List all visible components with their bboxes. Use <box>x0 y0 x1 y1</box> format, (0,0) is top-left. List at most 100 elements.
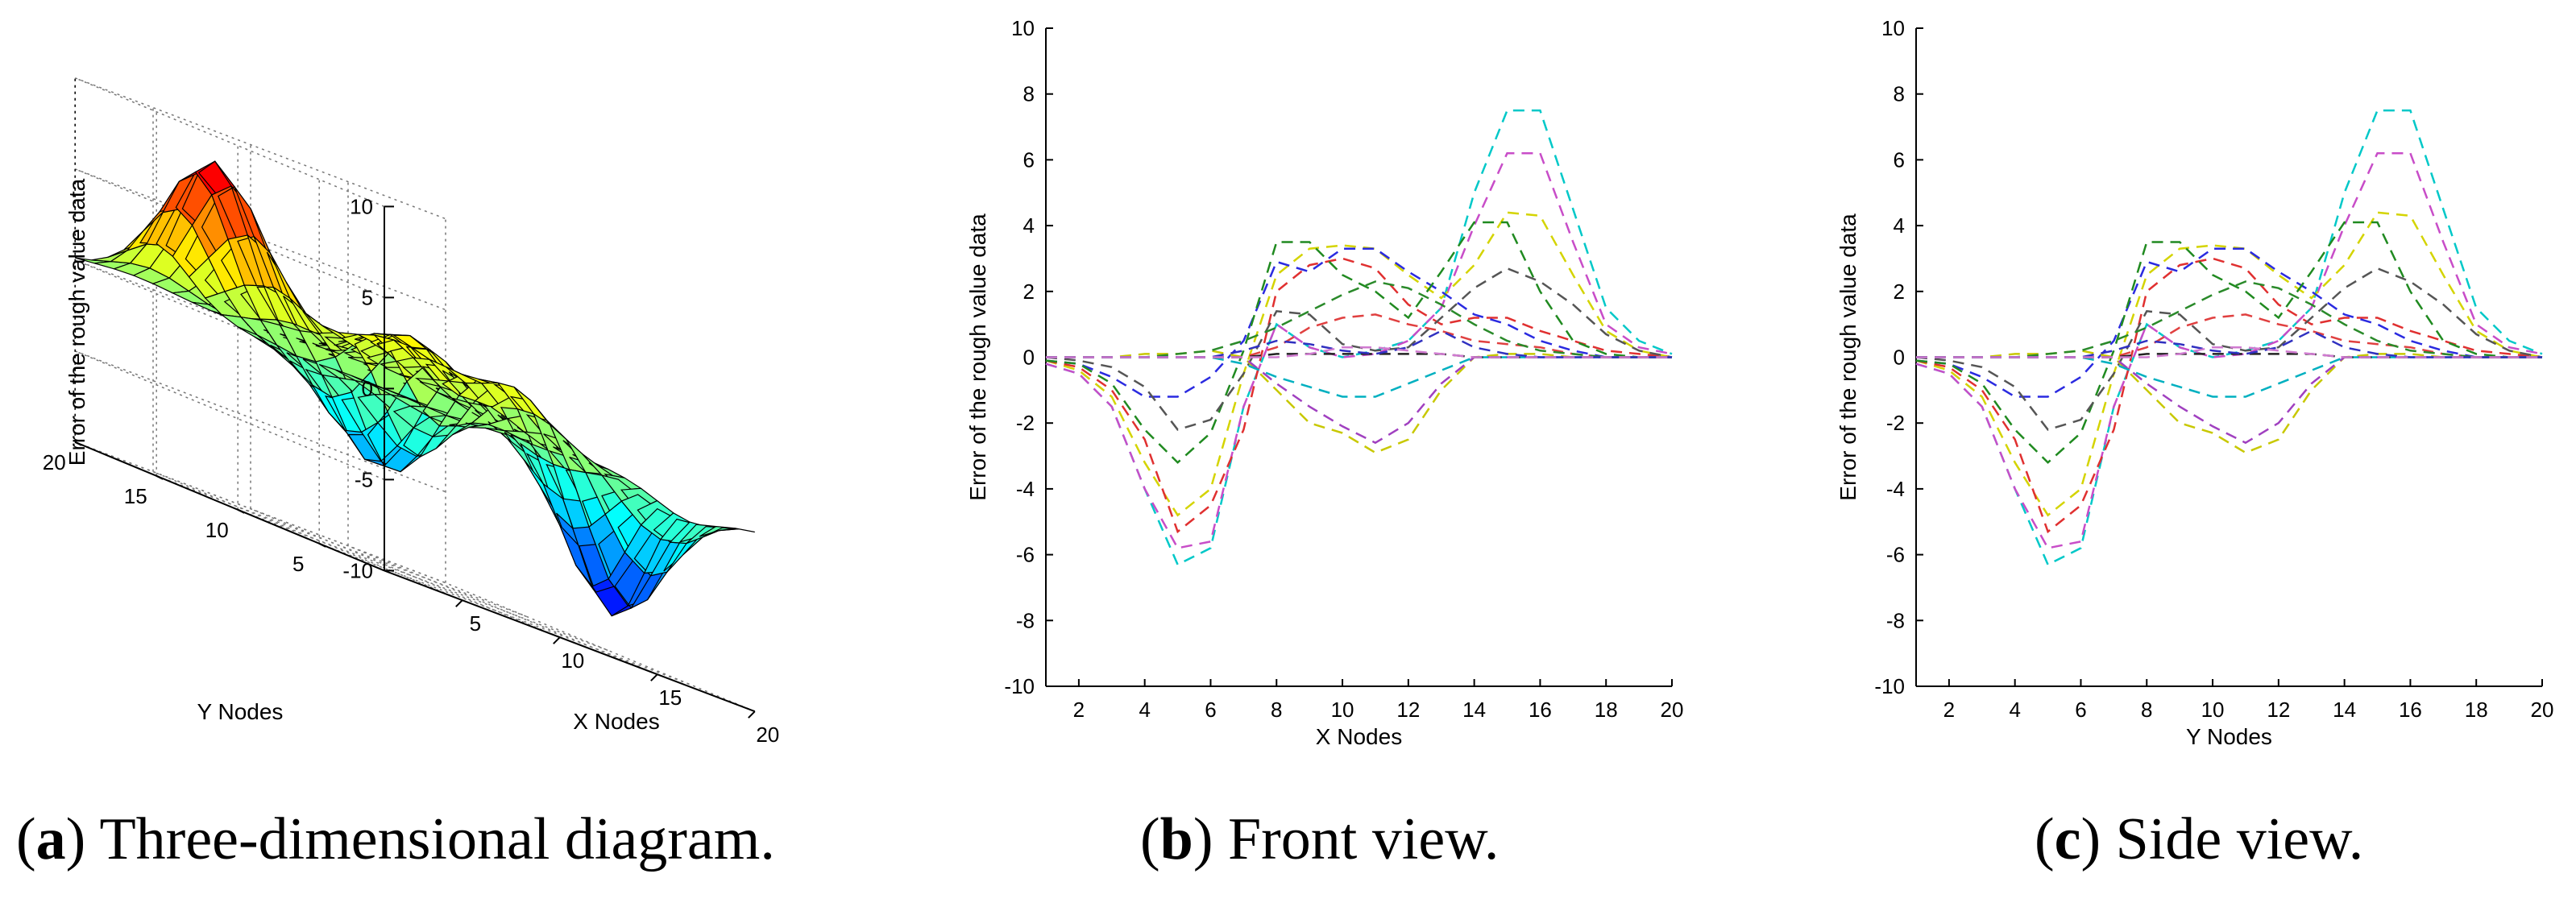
y-tick-label: 15 <box>124 484 147 508</box>
caption-b-letter: b <box>1159 806 1193 872</box>
y-tick-label: 5 <box>292 552 304 576</box>
x-tick-label: 8 <box>1271 698 1282 722</box>
x-tick-label: 16 <box>1529 698 1552 722</box>
x-tick-label: 4 <box>2009 698 2020 722</box>
x-tick-label: 20 <box>756 723 779 747</box>
series-line-6 <box>1045 221 1672 464</box>
y-tick-label: -6 <box>1886 543 1905 567</box>
x-tick-label: 16 <box>2399 698 2422 722</box>
caption-a-text: Three-dimensional diagram. <box>85 806 775 872</box>
z-tick-label: -10 <box>342 558 373 582</box>
series-line-11 <box>1046 313 1672 358</box>
series-line-9 <box>1046 356 1672 445</box>
x-tick-label: 12 <box>1396 698 1420 722</box>
grid-line <box>74 168 385 299</box>
series-line-3 <box>1045 211 1673 517</box>
x-tick-label: 4 <box>1139 698 1150 722</box>
y-tick-mark <box>156 474 164 480</box>
y-tick-label: -4 <box>1886 477 1905 501</box>
y-tick-label: -10 <box>1004 674 1035 698</box>
x-tick-mark <box>650 673 658 681</box>
y-tick-label: 4 <box>1894 213 1905 238</box>
series-line-10 <box>1046 356 1672 398</box>
y-tick-label: 0 <box>1894 346 1905 370</box>
x-axis-line <box>384 569 756 713</box>
series-line-1 <box>1915 109 2543 566</box>
caption-c-letter: c <box>2054 806 2081 872</box>
grid-line <box>318 543 691 685</box>
z-tick-label: -5 <box>355 467 373 491</box>
x-axis-label: Y Nodes <box>2186 724 2272 749</box>
y-tick-label: 10 <box>1011 16 1035 40</box>
series-line-14 <box>1916 329 2542 358</box>
series-line-9 <box>1916 356 2542 445</box>
x-tick-label: 10 <box>2201 698 2225 722</box>
caption-c-text: Side view. <box>2101 806 2364 872</box>
y-tick-label: -2 <box>1886 411 1905 435</box>
y-tick-label: 20 <box>43 450 66 474</box>
series-line-8 <box>1916 350 2542 454</box>
series-line-4 <box>1915 257 2543 534</box>
z-tick-label: 5 <box>362 285 373 309</box>
y-axis-label: Error of the rough value data <box>965 213 990 501</box>
series-line-15 <box>1916 346 2542 358</box>
series-line-2 <box>1045 151 1673 549</box>
grid-line <box>156 475 528 618</box>
y-tick-label: -4 <box>1016 477 1035 501</box>
z-tick-label: 10 <box>350 194 373 218</box>
series-line-6 <box>1915 221 2542 464</box>
x-tick-label: 14 <box>1462 698 1486 722</box>
series-line-7 <box>1045 267 1673 431</box>
x-tick-label: 12 <box>2267 698 2290 722</box>
y-tick-mark <box>237 508 245 514</box>
x-tick-label: 15 <box>658 685 682 710</box>
series-line-15 <box>1046 346 1672 358</box>
x-tick-mark <box>553 636 561 644</box>
series-line-2 <box>1915 151 2543 549</box>
y-tick-label: -6 <box>1016 543 1035 567</box>
grid-line <box>347 545 658 675</box>
series-line-14 <box>1046 329 1672 358</box>
y-tick-label: -10 <box>1874 674 1905 698</box>
x-tick-label: 14 <box>2333 698 2356 722</box>
z-tick-label: 0 <box>362 376 373 400</box>
x-tick-label: 10 <box>561 648 584 673</box>
grid-line <box>74 350 385 481</box>
z-axis-label: Error of the rough value data <box>64 178 89 466</box>
x-tick-label: 6 <box>2075 698 2086 722</box>
y-axis-label: Y Nodes <box>197 699 284 724</box>
caption-b: (b) Front view. <box>1140 806 1500 872</box>
y-tick-label: 2 <box>1894 280 1905 304</box>
y-tick-label: -8 <box>1886 608 1905 632</box>
y-axis-label: Error of the rough value data <box>1836 213 1860 501</box>
series-line-11 <box>1916 313 2542 358</box>
y-tick-label: 10 <box>205 518 229 542</box>
x-tick-label: 2 <box>1943 698 1955 722</box>
caption-a: (a) Three-dimensional diagram. <box>16 806 775 872</box>
caption-a-letter: a <box>35 806 66 872</box>
y-tick-label: -2 <box>1016 411 1035 435</box>
series-line-4 <box>1045 257 1673 534</box>
series-line-1 <box>1045 109 1673 566</box>
y-tick-mark <box>318 542 326 548</box>
grid-line <box>237 509 609 652</box>
x-axis-label: X Nodes <box>1316 724 1402 749</box>
y-tick-mark <box>74 441 82 446</box>
series-line-5 <box>1045 247 1672 398</box>
y-tick-label: 10 <box>1881 16 1905 40</box>
grid-line <box>250 507 561 638</box>
series-line-3 <box>1915 211 2543 517</box>
grid-line <box>74 77 446 220</box>
x-tick-label: 2 <box>1073 698 1085 722</box>
panel-side-view: 10 8 6 4 2 0 -2 -4 -6 -8 -10 2 4 6 8 10 12 14 16 18 20 Y Node… <box>1765 0 2570 806</box>
series-line-5 <box>1915 247 2542 398</box>
series-line-10 <box>1916 356 2542 398</box>
grid-line <box>445 582 756 712</box>
series-line-12 <box>1046 280 1672 358</box>
x-tick-label: 18 <box>2465 698 2488 722</box>
grid-line <box>74 259 385 390</box>
y-tick-label: 4 <box>1023 213 1035 238</box>
x-tick-label: 5 <box>470 611 481 636</box>
